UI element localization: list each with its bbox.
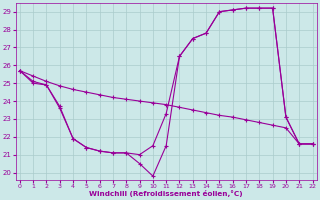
X-axis label: Windchill (Refroidissement éolien,°C): Windchill (Refroidissement éolien,°C) <box>89 190 243 197</box>
